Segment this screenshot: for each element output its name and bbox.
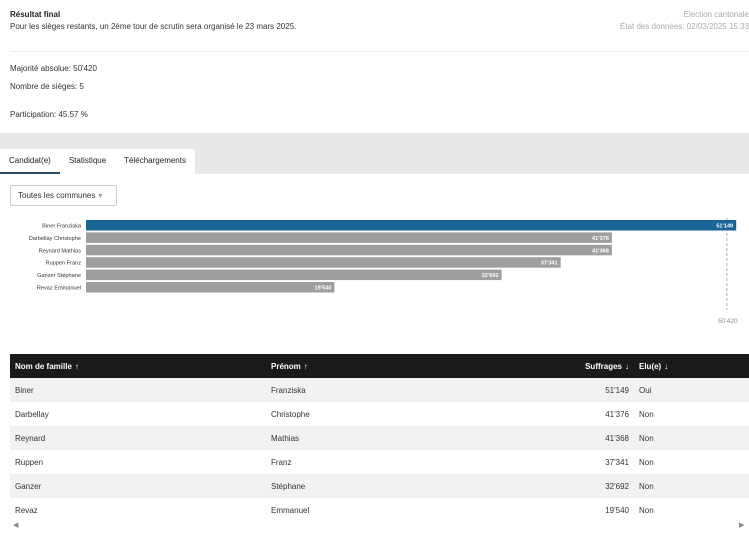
result-subtitle: Pour les sièges restants, un 2ème tour d… [10,22,297,31]
divider [10,51,749,52]
category-label: Reynard Mathias [39,248,81,254]
table-header-row: Nom de famille ↑ Prénom ↑ Suffrages ↓ Elu(e… [10,354,749,378]
seat-count: Nombre de sièges: 5 [10,82,84,91]
tab-bar: Candidat(e) Statistique Téléchargements [0,149,195,174]
results-table: Nom de famille ↑ Prénom ↑ Suffrages ↓ Elu(e… [10,354,749,522]
cell-lastname: Ruppen [15,457,44,467]
bar-0 [86,220,737,231]
table-row: Ruppen Franz 37'341 Non [10,450,749,474]
commune-filter-value: Toutes les communes [18,191,96,200]
tab-candidates[interactable]: Candidat(e) [0,149,60,174]
col-firstname[interactable]: Prénom ↑ [266,354,526,378]
cell-elected: Non [639,409,654,419]
tab-downloads[interactable]: Téléchargements [124,156,186,165]
cell-votes: 41'376 [605,409,629,419]
col-lastname[interactable]: Nom de famille ↑ [10,354,266,378]
cell-elected: Non [639,505,654,515]
commune-filter-dropdown[interactable]: Toutes les communes ▾ [10,185,117,206]
bar-1 [86,232,612,243]
table-row: Darbellay Christophe 41'376 Non [10,402,749,426]
value-label: 51'149 [716,223,733,229]
cell-votes: 41'368 [526,426,634,450]
value-label: 41'368 [592,248,609,254]
cell-firstname: Emmanuel [271,505,310,515]
bar-3 [86,257,561,268]
category-label: Revaz Emmanuel [37,285,81,291]
category-label: Darbellay Christophe [29,236,81,242]
cell-firstname: Stéphane [266,474,526,498]
table-row: Biner Franziska 51'149 Oui [10,378,749,402]
results-bar-chart: 50'420 Biner Franziska 51'149 Darbellay Chr… [29,218,738,325]
col-votes[interactable]: Suffrages ↓ [526,354,634,378]
category-label: Ruppen Franz [46,261,82,267]
cell-elected: Non [634,426,749,450]
absolute-majority: Majorité absolue: 50'420 [10,64,97,73]
category-label: Ganzer Stéphane [37,273,81,279]
sort-arrow-icon: ↑ [303,361,308,371]
result-title: Résultat final [10,10,61,19]
table-row: Ganzer Stéphane 32'692 Non [10,474,749,498]
cell-votes: 32'692 [526,474,634,498]
table-row: Reynard Mathias 41'368 Non [10,426,749,450]
cell-lastname: Ganzer [10,474,266,498]
cell-lastname: Reynard [10,426,266,450]
cell-votes: 51'149 [526,378,634,402]
table-row: Revaz Emmanuel 19'540 Non [10,498,749,522]
value-label: 32'692 [482,273,499,279]
result-header: Résultat final Pour les sièges restants,… [0,0,749,52]
bar-2 [86,244,612,256]
bar-4 [86,269,502,281]
value-label: 41'376 [592,236,609,242]
cell-lastname: Darbellay [15,409,49,419]
chevron-down-icon: ▾ [98,191,103,200]
cell-firstname: Mathias [266,426,526,450]
scroll-right-icon[interactable]: ▶ [739,522,745,529]
col-elected[interactable]: Elu(e) ↓ [634,354,749,378]
cell-firstname: Franz [271,457,292,467]
cell-elected: Oui [634,378,749,402]
cell-firstname: Christophe [271,409,310,419]
category-label: Biner Franziska [42,223,82,229]
cell-lastname: Revaz [15,505,38,515]
bar-5 [86,282,335,293]
cell-elected: Non [634,474,749,498]
majority-reference-label: 50'420 [718,318,738,325]
data-state: État des données: 02/03/2025 15:33 [620,22,749,31]
sort-arrow-icon: ↓ [664,361,669,371]
sort-arrow-icon: ↓ [625,361,629,371]
cell-elected: Non [639,457,654,467]
election-name: Election cantonale [683,10,749,19]
cell-votes: 37'341 [605,457,629,467]
cell-firstname: Franziska [266,378,526,402]
sort-arrow-icon: ↑ [74,361,79,371]
tab-statistics[interactable]: Statistique [68,156,107,165]
cell-votes: 19'540 [605,505,629,515]
cell-lastname: Biner [10,378,266,402]
participation: Participation: 45.57 % [10,110,88,119]
value-label: 19'540 [314,285,331,291]
scroll-left-icon[interactable]: ◀ [13,522,19,529]
value-label: 37'341 [541,261,558,267]
